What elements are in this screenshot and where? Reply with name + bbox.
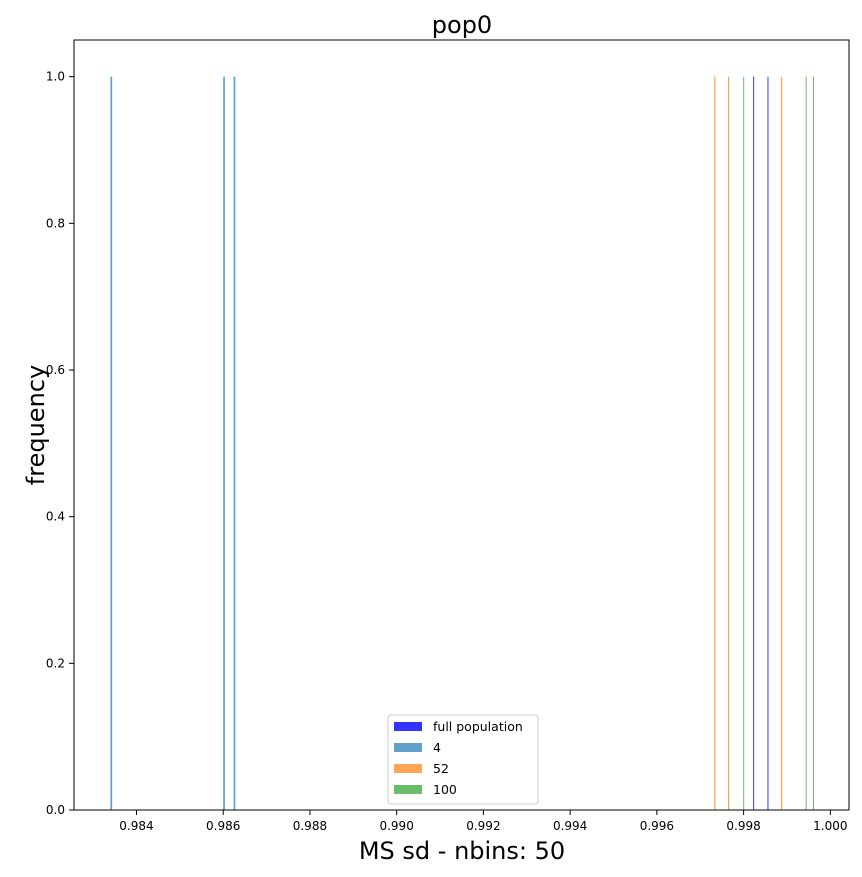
- bar-52-0: [714, 76, 716, 811]
- legend-label: 4: [433, 740, 441, 755]
- legend-swatch: [394, 785, 422, 794]
- x-tick-label: 0.992: [466, 819, 500, 833]
- y-tick-label: 1.0: [46, 70, 65, 84]
- y-tick-label: 0.2: [46, 656, 65, 670]
- bar-4-2: [233, 76, 236, 811]
- y-tick-label: 0.8: [46, 216, 65, 230]
- x-tick-label: 0.986: [206, 819, 240, 833]
- x-tick-label: 0.994: [553, 819, 587, 833]
- legend-swatch: [394, 764, 422, 773]
- legend-box: [387, 714, 539, 805]
- bar-100-0: [743, 76, 745, 811]
- y-axis-title: frequency: [22, 365, 50, 485]
- bar-4-0: [110, 76, 113, 811]
- bar-full-population-0: [753, 76, 755, 811]
- x-tick-label: 0.998: [726, 819, 760, 833]
- plot-frame: [73, 39, 850, 811]
- bar-100-2: [813, 76, 814, 811]
- legend: full population 4 52 100: [387, 714, 539, 805]
- y-tick-label: 0.6: [46, 363, 65, 377]
- y-tick-label: 0.4: [46, 510, 65, 524]
- legend-label: 52: [433, 761, 449, 776]
- y-axis: 0.0 0.2 0.4 0.6 0.8 1.0: [46, 70, 74, 817]
- bar-4-1: [223, 76, 225, 811]
- bar-52-1: [728, 76, 730, 811]
- legend-label: full population: [433, 719, 523, 734]
- y-tick-label: 0.0: [46, 803, 65, 817]
- x-tick-label: 0.990: [379, 819, 413, 833]
- legend-label: 100: [433, 782, 457, 797]
- chart-title: pop0: [432, 11, 492, 39]
- x-tick-label: 1.000: [813, 819, 847, 833]
- bar-100-1: [805, 76, 807, 811]
- bar-full-population-1: [767, 76, 769, 811]
- legend-swatch: [394, 743, 422, 752]
- x-axis-title: MS sd - nbins: 50: [359, 837, 565, 865]
- x-tick-label: 0.988: [293, 819, 327, 833]
- bar-52-2: [780, 76, 783, 811]
- plot-area: [110, 76, 814, 811]
- legend-swatch: [394, 722, 422, 731]
- x-tick-label: 0.984: [119, 819, 153, 833]
- x-tick-label: 0.996: [640, 819, 674, 833]
- x-axis: 0.984 0.986 0.988 0.990 0.992 0.994 0.996 0.998…: [119, 810, 848, 833]
